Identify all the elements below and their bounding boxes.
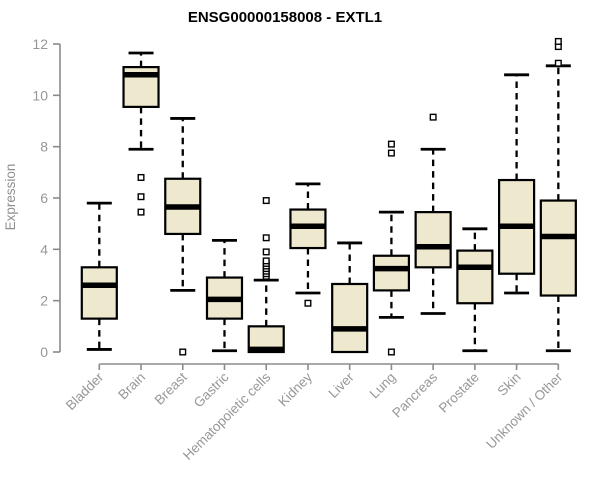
outlier-point-unknown-other bbox=[554, 37, 562, 45]
box-unknown-other bbox=[539, 199, 577, 297]
outlier-point-hematopoietic-cells bbox=[262, 197, 270, 205]
x-tick-label-lung: Lung bbox=[367, 370, 399, 402]
x-tick-label-skin: Skin bbox=[495, 370, 524, 399]
y-tick-label: 12 bbox=[32, 36, 48, 52]
y-tick-label: 6 bbox=[40, 190, 48, 206]
outlier-point-lung bbox=[387, 149, 395, 157]
outlier-point-brain bbox=[137, 193, 145, 201]
box-prostate bbox=[456, 249, 494, 305]
y-tick-label: 0 bbox=[40, 344, 48, 360]
outlier-point-lung bbox=[387, 348, 395, 356]
outlier-point-kidney bbox=[304, 299, 312, 307]
outlier-point-pancreas bbox=[429, 113, 437, 121]
x-tick-label-pancreas: Pancreas bbox=[389, 369, 440, 420]
box-bladder bbox=[80, 266, 118, 320]
outlier-point-hematopoietic-cells bbox=[262, 248, 270, 256]
x-tick-label-liver: Liver bbox=[326, 369, 358, 401]
outlier-point-brain bbox=[137, 173, 145, 181]
outlier-point-breast bbox=[179, 348, 187, 356]
box-lung bbox=[372, 254, 411, 292]
y-tick-label: 8 bbox=[40, 139, 48, 155]
y-tick-label: 2 bbox=[40, 293, 48, 309]
chart-title: ENSG00000158008 - EXTL1 bbox=[188, 9, 382, 26]
outlier-point-brain bbox=[137, 208, 145, 216]
box-liver bbox=[331, 282, 369, 354]
x-tick-label-bladder: Bladder bbox=[63, 369, 107, 413]
outlier-point-unknown-other bbox=[554, 59, 562, 67]
box-pancreas bbox=[414, 211, 452, 269]
outlier-point-lung bbox=[387, 140, 395, 148]
y-axis-title: Expression bbox=[3, 164, 18, 231]
x-tick-label-prostate: Prostate bbox=[436, 370, 482, 416]
y-tick-label: 10 bbox=[32, 87, 48, 103]
x-tick-label-breast: Breast bbox=[152, 369, 190, 407]
outlier-point-hematopoietic-cells bbox=[262, 234, 270, 242]
x-tick-label-unknown-other: Unknown / Other bbox=[483, 369, 566, 452]
x-tick-label-kidney: Kidney bbox=[275, 369, 315, 409]
y-tick-label: 4 bbox=[40, 241, 48, 257]
outlier-point-hematopoietic-cells bbox=[262, 257, 270, 265]
x-tick-label-brain: Brain bbox=[115, 370, 148, 403]
x-tick-label-gastric: Gastric bbox=[191, 369, 232, 410]
